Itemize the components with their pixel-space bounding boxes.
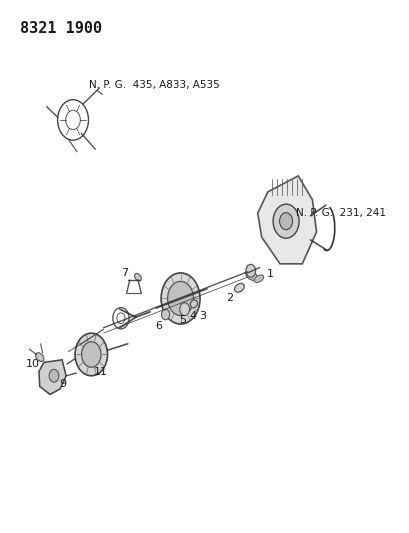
Text: 3: 3 [199,311,206,320]
Ellipse shape [190,300,197,308]
Circle shape [75,333,107,376]
Text: N. P. G.  435, A833, A535: N. P. G. 435, A833, A535 [89,80,220,90]
Circle shape [81,342,101,367]
Text: 7: 7 [121,269,128,278]
Circle shape [279,213,292,230]
Text: 9: 9 [59,379,66,389]
Circle shape [161,273,200,324]
Ellipse shape [134,273,141,281]
Text: 10: 10 [26,359,40,368]
Text: 11: 11 [93,367,108,377]
Circle shape [245,264,255,277]
Ellipse shape [36,353,44,361]
Text: 8321 1900: 8321 1900 [20,21,102,36]
Circle shape [49,369,59,382]
Circle shape [179,303,189,316]
Text: 1: 1 [266,270,273,279]
Text: 4: 4 [189,311,196,320]
Text: N. P. G.  231, 241: N. P. G. 231, 241 [296,208,385,218]
Ellipse shape [254,275,263,282]
Circle shape [272,204,298,238]
Ellipse shape [245,271,257,280]
Text: 6: 6 [154,321,162,331]
Text: 5: 5 [179,315,186,325]
Polygon shape [257,176,316,264]
Text: 2: 2 [225,294,232,303]
Circle shape [161,309,169,320]
Ellipse shape [234,284,244,292]
Polygon shape [39,360,66,394]
Circle shape [167,281,193,316]
